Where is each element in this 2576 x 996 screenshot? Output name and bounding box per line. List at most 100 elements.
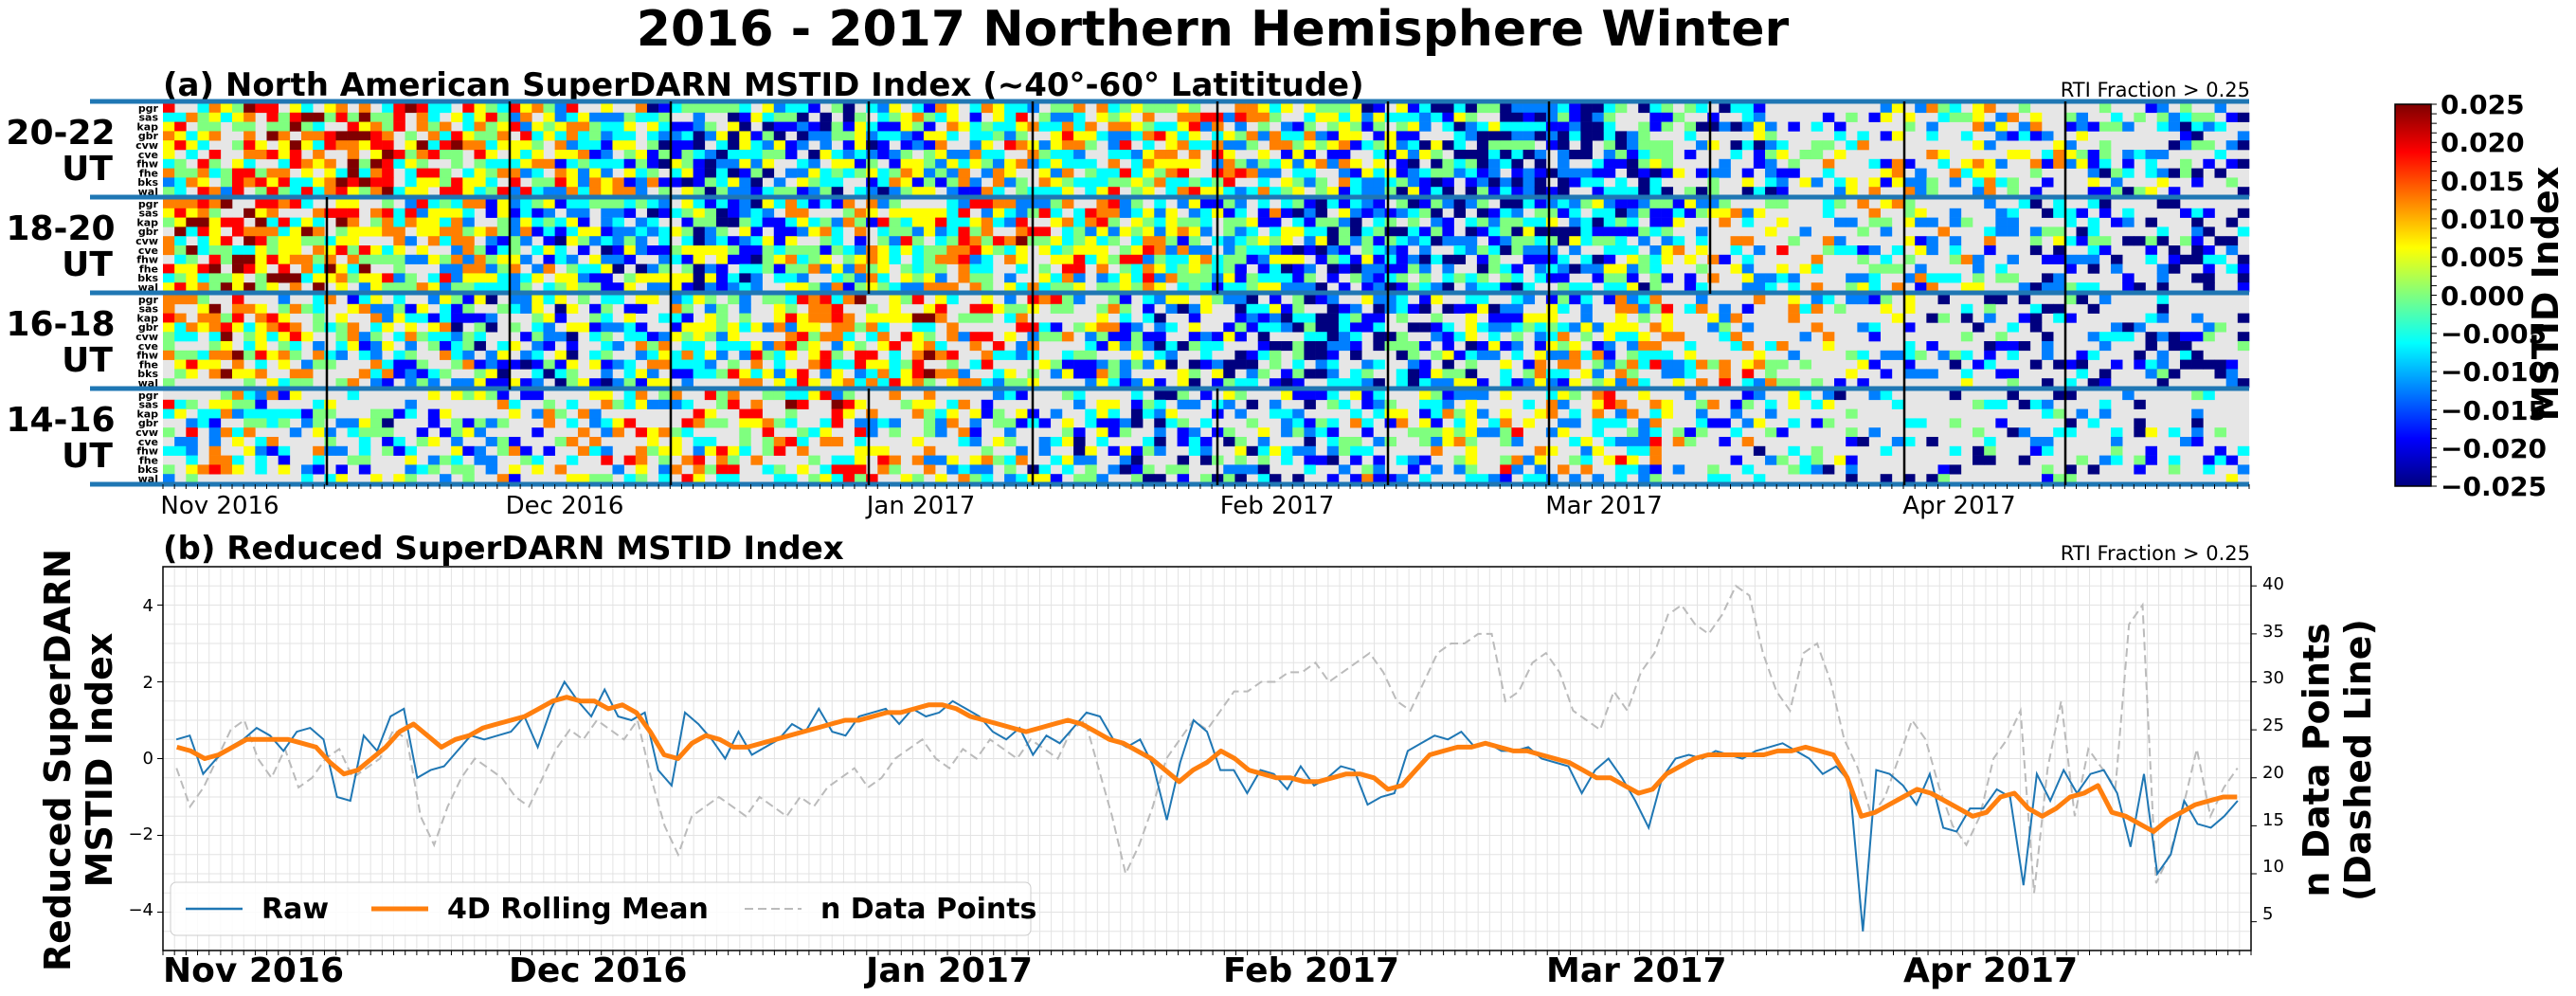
heatmap-cell: [842, 131, 856, 141]
heatmap-cell: [1810, 322, 1824, 333]
heatmap-cell: [1165, 464, 1178, 475]
heatmap-cell: [866, 168, 878, 178]
heatmap-cell: [946, 399, 959, 409]
heatmap-cell: [623, 254, 637, 264]
heatmap-cell: [577, 245, 590, 256]
heatmap-cell: [208, 464, 222, 475]
heatmap-cell: [1741, 464, 1755, 475]
heatmap-cell: [197, 103, 209, 114]
heatmap-cell: [1937, 273, 1950, 283]
heatmap-cell: [1799, 464, 1812, 475]
heatmap-cell: [439, 408, 452, 419]
heatmap-cell: [1431, 226, 1443, 237]
heatmap-cell: [358, 245, 371, 256]
heatmap-cell: [670, 332, 682, 342]
heatmap-cell: [681, 341, 694, 352]
heatmap-cell: [1569, 295, 1581, 305]
heatmap-cell: [2203, 121, 2215, 132]
heatmap-cell: [1188, 359, 1201, 370]
heatmap-cell: [1545, 254, 1558, 264]
heatmap-cell: [1119, 168, 1132, 178]
heatmap-cell: [820, 418, 832, 428]
heatmap-cell: [728, 168, 740, 178]
heatmap-cell: [1338, 245, 1351, 256]
heatmap-cell: [439, 455, 452, 465]
radar-label: cve: [138, 436, 158, 448]
heatmap-cell: [1373, 103, 1385, 114]
heatmap-cell: [773, 313, 786, 323]
heatmap-cell: [1868, 359, 1881, 370]
heatmap-cell: [1281, 390, 1293, 401]
heatmap-cell: [1545, 341, 1558, 352]
heatmap-cell: [728, 245, 740, 256]
heatmap-cell: [520, 131, 532, 141]
heatmap-cell: [2042, 341, 2054, 352]
heatmap-cell: [300, 131, 314, 141]
heatmap-cell: [900, 282, 913, 293]
heatmap-cell: [889, 168, 901, 178]
heatmap-cell: [1846, 295, 1858, 305]
heatmap-cell: [186, 399, 198, 409]
heatmap-cell: [935, 263, 947, 274]
heatmap-cell: [2099, 332, 2112, 342]
heatmap-cell: [2042, 282, 2054, 293]
heatmap-cell: [1419, 168, 1432, 178]
heatmap-cell: [1442, 369, 1454, 379]
heatmap-cell: [646, 437, 659, 447]
heatmap-cell: [405, 168, 417, 178]
heatmap-cell: [866, 140, 878, 151]
heatmap-cell: [208, 208, 222, 218]
heatmap-cell: [877, 273, 890, 283]
heatmap-cell: [543, 217, 555, 227]
heatmap-cell: [1143, 378, 1155, 389]
heatmap-cell: [1753, 112, 1766, 122]
heatmap-cell: [208, 103, 222, 114]
heatmap-cell: [1096, 332, 1108, 342]
heatmap-cell: [1488, 187, 1501, 197]
heatmap-cell: [646, 359, 659, 370]
heatmap-cell: [1096, 273, 1108, 283]
heatmap-cell: [531, 140, 544, 151]
heatmap-cell: [1753, 350, 1766, 360]
heatmap-cell: [1130, 131, 1144, 141]
heatmap-cell: [324, 408, 336, 419]
heatmap-cell: [1614, 418, 1628, 428]
heatmap-cell: [1488, 121, 1501, 132]
heatmap-cell: [1926, 150, 1938, 160]
heatmap-cell: [369, 378, 383, 389]
heatmap-cell: [313, 140, 325, 151]
heatmap-cell: [773, 226, 786, 237]
heatmap-cell: [255, 150, 267, 160]
heatmap-cell: [1614, 140, 1628, 151]
heatmap-cell: [1488, 245, 1501, 256]
heatmap-cell: [1257, 121, 1270, 132]
heatmap-cell: [1534, 199, 1547, 209]
heatmap-cell: [1603, 208, 1616, 218]
heatmap-cell: [1488, 313, 1501, 323]
heatmap-cell: [784, 245, 798, 256]
heatmap-cell: [2237, 445, 2250, 456]
heatmap-cell: [1834, 245, 1846, 256]
heatmap-panel: pgrsaskapgbrcvwcvefhwfhebkswalpgrsaskapg…: [90, 99, 2250, 489]
heatmap-cell: [1085, 245, 1097, 256]
heatmap-cell: [1558, 158, 1570, 169]
heatmap-cell: [831, 378, 844, 389]
heatmap-cell: [728, 158, 740, 169]
heatmap-cell: [1188, 226, 1201, 237]
heatmap-cell: [1765, 369, 1777, 379]
heatmap-cell: [715, 217, 729, 227]
heatmap-cell: [1442, 263, 1454, 274]
heatmap-cell: [1453, 332, 1467, 342]
heatmap-cell: [231, 408, 244, 419]
heatmap-cell: [2156, 168, 2170, 178]
heatmap-cell: [1431, 187, 1443, 197]
heatmap-cell: [1696, 168, 1708, 178]
heatmap-cell: [1558, 303, 1570, 314]
heatmap-cell: [750, 199, 763, 209]
heatmap-cell: [1614, 474, 1628, 484]
heatmap-cell: [1016, 217, 1028, 227]
heatmap-cell: [923, 263, 936, 274]
heatmap-cell: [427, 208, 441, 218]
heatmap-cell: [1442, 322, 1454, 333]
heatmap-cell: [382, 177, 394, 188]
